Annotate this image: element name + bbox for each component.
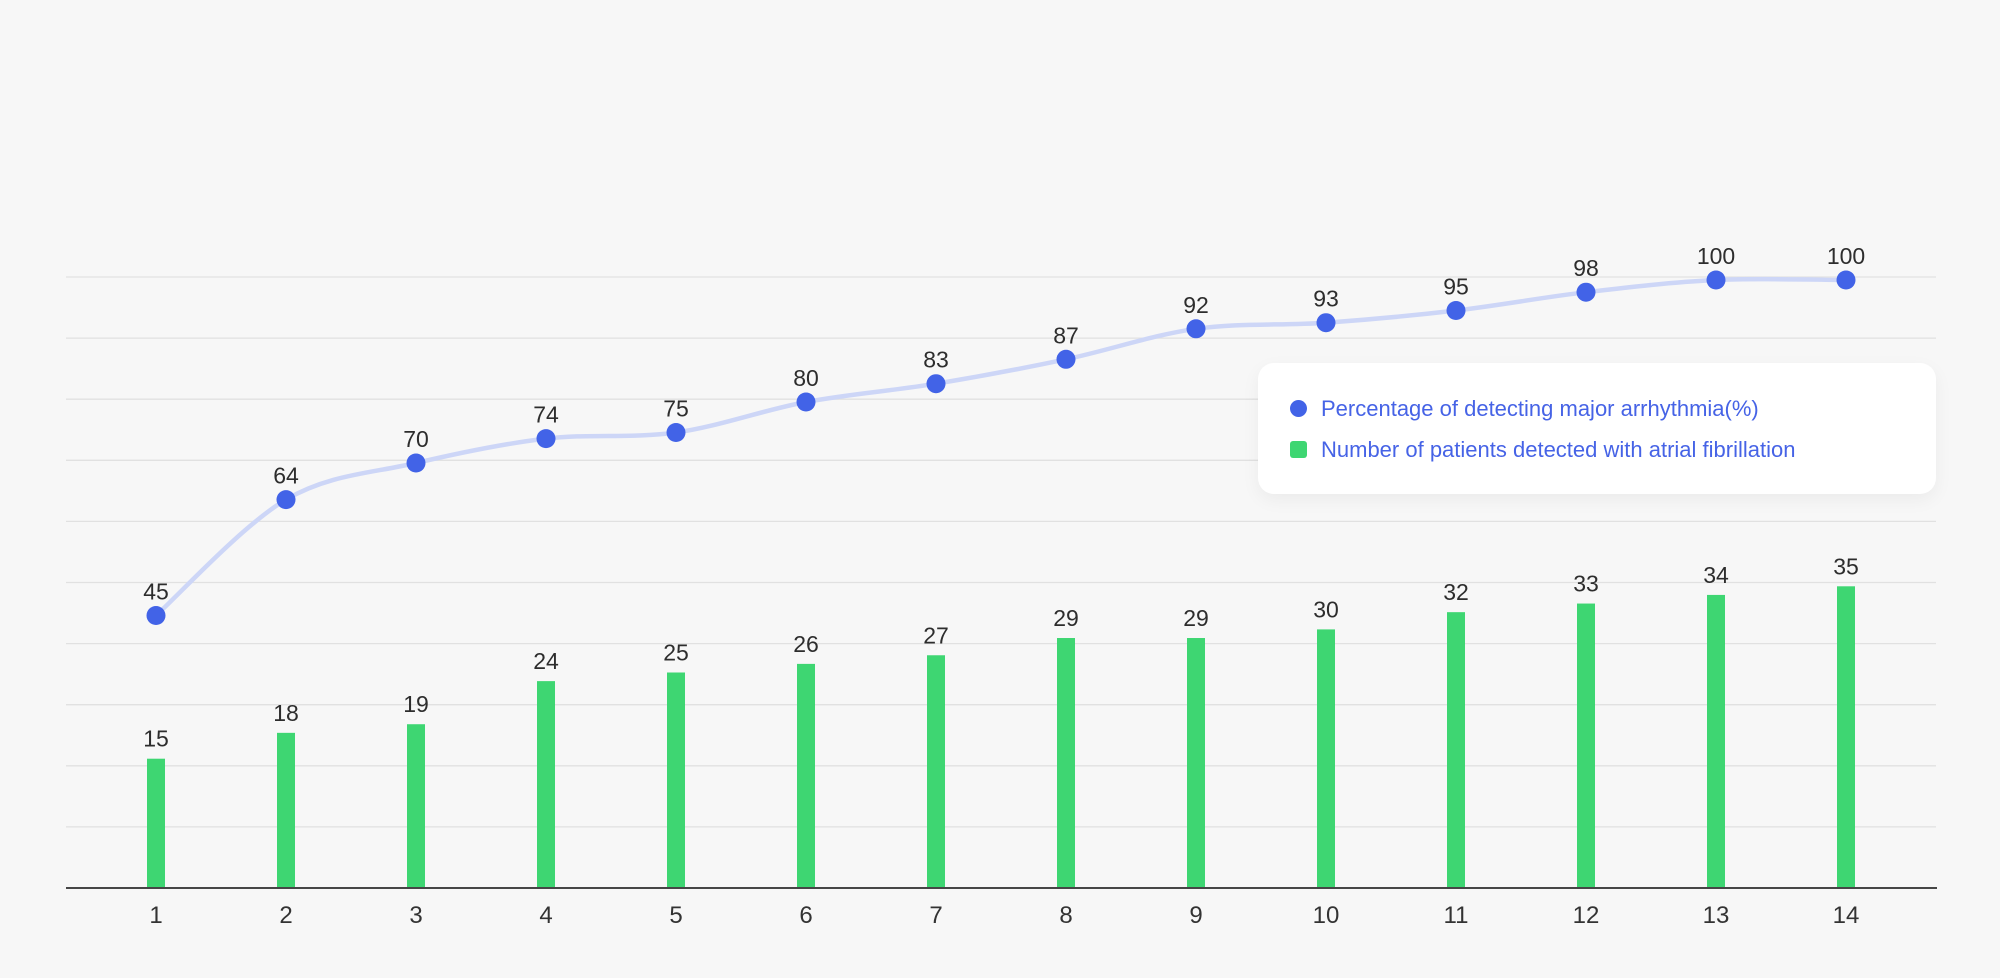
value-labels-group: 15 18 19 24 25 26 27 29 29 30 32 33 34 35 45 64 70 74 75 80…	[143, 243, 1865, 752]
x-axis-tick-label: 8	[1059, 902, 1072, 929]
bar-value-label: 27	[923, 622, 949, 648]
bar[interactable]	[1707, 594, 1725, 888]
bar[interactable]	[147, 758, 165, 888]
bar-value-label: 35	[1833, 553, 1859, 579]
point-value-label: 83	[923, 347, 949, 373]
bar-series-group	[147, 586, 1855, 888]
bar[interactable]	[797, 663, 815, 888]
point-value-label: 100	[1827, 243, 1865, 269]
point-value-label: 80	[793, 365, 819, 391]
bar-value-label: 25	[663, 640, 689, 666]
data-point[interactable]	[1446, 301, 1466, 320]
x-axis-tick-label: 6	[799, 902, 812, 929]
x-axis-tick-label: 9	[1189, 902, 1202, 929]
bar[interactable]	[1837, 586, 1855, 888]
x-axis-tick-label: 14	[1833, 902, 1860, 929]
bar-value-label: 19	[403, 691, 429, 717]
point-value-label: 93	[1313, 286, 1339, 312]
legend-item-label: Percentage of detecting major arrhythmia…	[1321, 395, 1759, 421]
legend-item-bar-series[interactable]: Number of patients detected with atrial …	[1290, 436, 1936, 463]
x-axis-tick-label: 10	[1313, 902, 1340, 929]
x-axis-tick-label: 1	[149, 902, 162, 929]
data-point[interactable]	[1316, 313, 1336, 333]
bar-value-label: 29	[1183, 605, 1209, 631]
bar[interactable]	[1447, 612, 1465, 888]
bar-value-label: 32	[1443, 579, 1469, 605]
x-axis-group: 1 2 3 4 5 6 7 8 9 10 11 12 13 14	[66, 887, 1937, 929]
point-value-label: 92	[1183, 292, 1209, 318]
bar[interactable]	[537, 681, 555, 888]
bar[interactable]	[1057, 638, 1075, 888]
bar-value-label: 18	[273, 700, 299, 726]
point-value-label: 95	[1443, 274, 1469, 300]
data-points-group	[146, 270, 1856, 625]
point-value-label: 87	[1053, 322, 1079, 348]
point-value-label: 75	[663, 396, 689, 422]
point-value-label: 74	[533, 402, 559, 428]
legend-square-marker-icon	[1290, 440, 1307, 458]
bar[interactable]	[407, 724, 425, 888]
x-axis-tick-label: 12	[1573, 902, 1600, 929]
data-point[interactable]	[276, 490, 296, 510]
point-value-label: 70	[403, 426, 429, 452]
legend-item-line-series[interactable]: Percentage of detecting major arrhythmia…	[1290, 395, 1936, 422]
bar-value-label: 34	[1703, 562, 1729, 588]
bar-value-label: 29	[1053, 605, 1079, 631]
data-point[interactable]	[1836, 270, 1856, 290]
legend-item-label: Number of patients detected with atrial …	[1321, 436, 1796, 462]
chart-legend: Percentage of detecting major arrhythmia…	[1258, 363, 1936, 494]
x-axis-tick-label: 7	[929, 902, 942, 929]
bar-value-label: 24	[533, 648, 559, 674]
data-point[interactable]	[406, 453, 426, 473]
x-axis-tick-label: 4	[539, 902, 552, 929]
bar[interactable]	[1317, 629, 1335, 888]
x-axis-tick-label: 11	[1444, 902, 1469, 929]
data-point[interactable]	[796, 392, 816, 412]
bar[interactable]	[277, 732, 295, 888]
x-axis-tick-label: 5	[669, 902, 682, 929]
bar-value-label: 33	[1573, 571, 1599, 597]
bar-value-label: 26	[793, 631, 819, 657]
data-point[interactable]	[1576, 282, 1596, 302]
bar[interactable]	[667, 672, 685, 889]
point-value-label: 100	[1697, 243, 1735, 269]
x-axis-tick-label: 3	[409, 902, 422, 929]
data-point[interactable]	[1056, 349, 1076, 369]
point-value-label: 45	[143, 579, 169, 605]
data-point[interactable]	[146, 606, 166, 625]
data-point[interactable]	[536, 429, 556, 449]
x-axis-tick-label: 13	[1703, 902, 1730, 929]
legend-circle-marker-icon	[1290, 399, 1307, 417]
bar[interactable]	[927, 655, 945, 888]
point-value-label: 64	[273, 463, 299, 489]
bar[interactable]	[1187, 638, 1205, 888]
bar-value-label: 15	[143, 726, 169, 752]
gridlines-group	[66, 276, 1936, 828]
data-point[interactable]	[926, 374, 946, 394]
bar-value-label: 30	[1313, 596, 1339, 622]
data-point[interactable]	[1706, 270, 1726, 290]
bar[interactable]	[1577, 603, 1595, 888]
x-axis-tick-label: 2	[279, 902, 292, 929]
data-point[interactable]	[1186, 319, 1206, 339]
point-value-label: 98	[1573, 255, 1599, 281]
data-point[interactable]	[666, 423, 686, 442]
